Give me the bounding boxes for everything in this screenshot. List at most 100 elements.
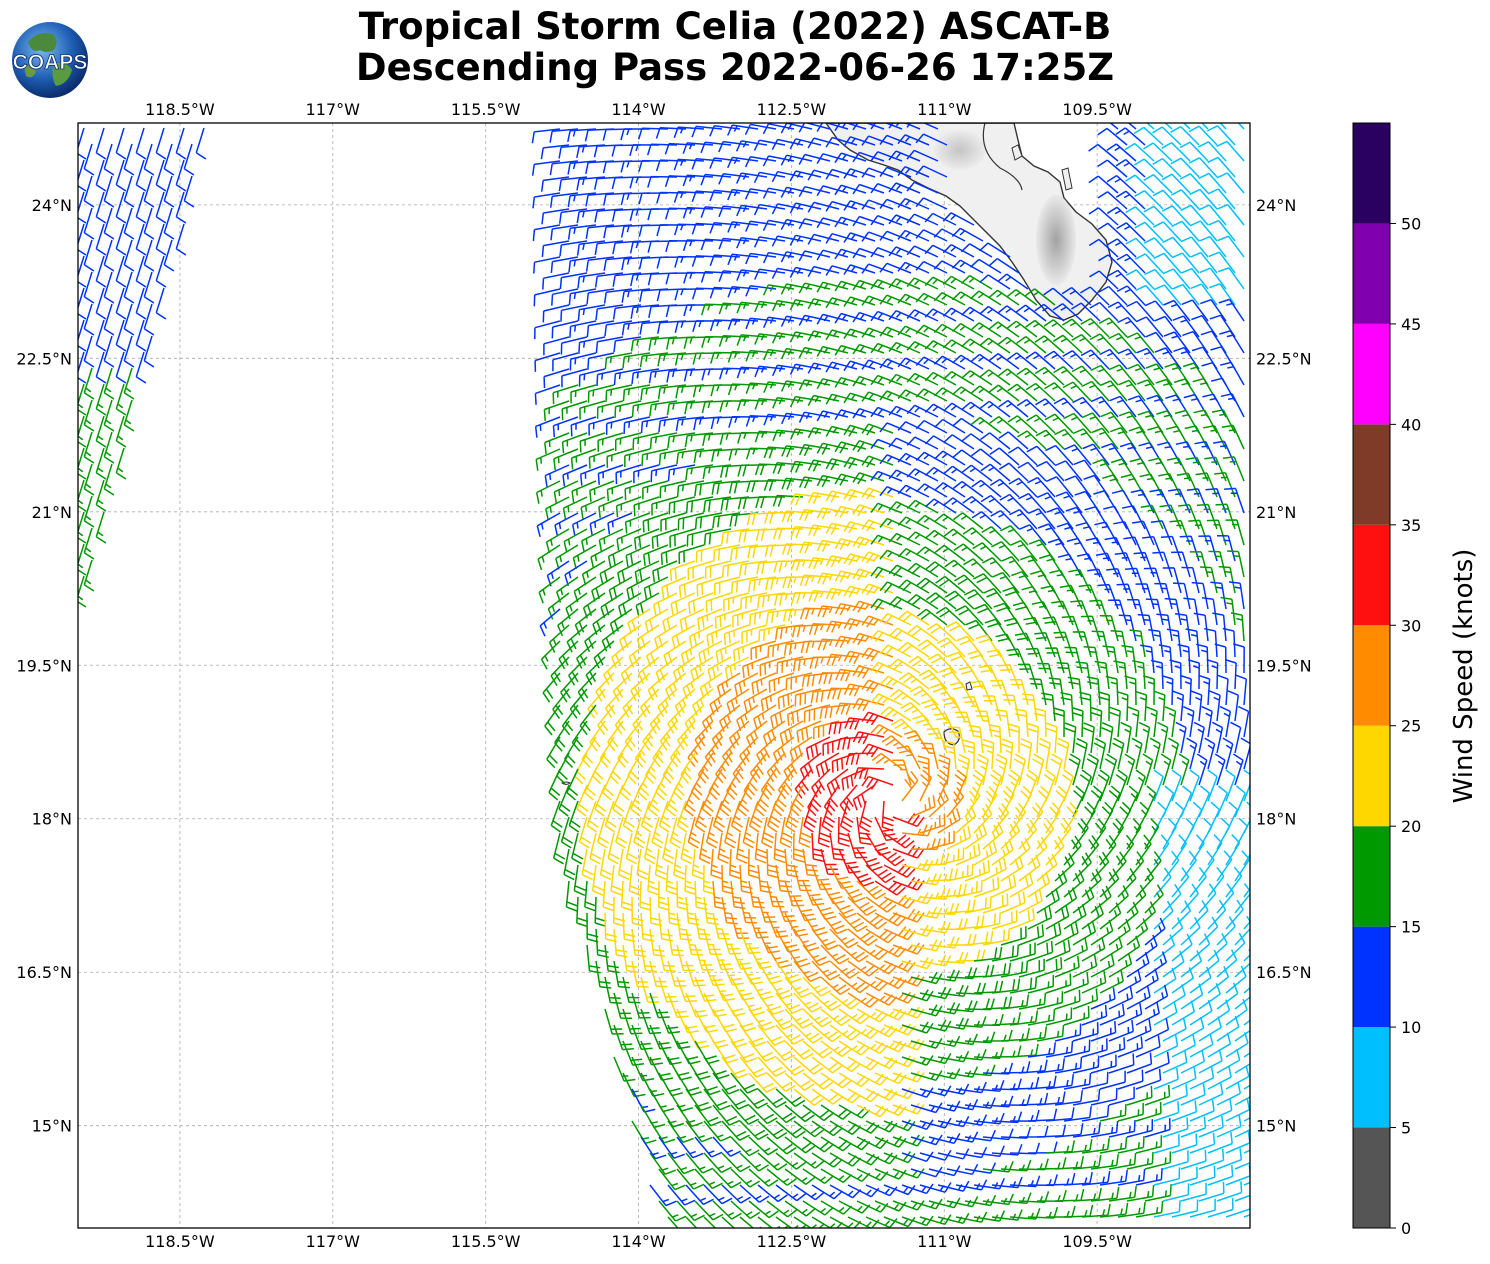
wind-barb	[674, 255, 705, 268]
wind-barb	[808, 623, 840, 636]
wind-barb	[1000, 1027, 1030, 1042]
wind-barb	[163, 207, 175, 240]
wind-barb	[613, 960, 630, 989]
wind-barb	[817, 605, 849, 618]
wind-barb	[123, 399, 135, 432]
wind-barb	[843, 521, 876, 534]
wind-barb	[897, 516, 930, 530]
wind-barb	[1072, 920, 1097, 946]
wind-barb	[1117, 1201, 1146, 1218]
wind-barb	[694, 1104, 722, 1127]
wind-barb	[955, 805, 977, 834]
wind-barb	[585, 224, 615, 240]
wind-barb	[676, 880, 689, 911]
wind-barb	[1035, 398, 1065, 418]
wind-barb	[629, 208, 660, 221]
wind-barb	[1219, 705, 1232, 738]
wind-barb	[757, 864, 773, 894]
wind-barb	[820, 1040, 852, 1058]
wind-barb	[1017, 461, 1047, 482]
wind-barb	[861, 615, 894, 628]
wind-barb	[1101, 722, 1114, 754]
wind-barb	[694, 880, 708, 911]
wind-barb	[764, 511, 795, 524]
wind-barb	[820, 1136, 852, 1152]
wind-barb	[175, 159, 187, 192]
wind-barb	[1054, 1156, 1085, 1170]
wind-barb	[1111, 489, 1137, 514]
wind-barb	[1048, 677, 1065, 706]
wind-barb	[103, 175, 115, 208]
wind-barb	[861, 231, 894, 242]
wind-barb	[834, 409, 867, 420]
wind-barb	[549, 128, 579, 143]
wind-barb	[1202, 393, 1227, 418]
wind-barb	[926, 623, 957, 642]
lat-tick-label-left: 19.5°N	[16, 656, 72, 675]
wind-barb	[629, 176, 660, 189]
wind-barb	[816, 507, 849, 520]
wind-barb	[551, 288, 579, 306]
wind-barb	[754, 333, 786, 345]
wind-barb	[671, 624, 696, 649]
wind-barb	[1027, 906, 1053, 930]
wind-barb	[639, 288, 669, 303]
wind-barb	[924, 435, 957, 450]
wind-barb	[143, 143, 155, 176]
wind-barb	[1232, 753, 1244, 786]
wind-barb	[989, 447, 1020, 466]
wind-barb	[135, 319, 147, 352]
wind-barb	[1216, 883, 1235, 914]
wind-barb	[1018, 524, 1047, 546]
wind-barb	[1127, 123, 1137, 130]
wind-barb	[1027, 476, 1056, 498]
wind-barb	[1001, 738, 1014, 770]
wind-barb	[982, 695, 1002, 722]
wind-barb	[594, 784, 607, 817]
wind-barb	[968, 724, 984, 754]
wind-barb	[901, 1183, 934, 1195]
wind-barb	[682, 239, 714, 252]
wind-barb	[649, 960, 668, 988]
wind-barb	[727, 156, 759, 169]
wind-barb	[578, 816, 592, 849]
wind-barb	[1072, 988, 1099, 1010]
wind-barb	[1222, 456, 1245, 482]
wind-barb	[1225, 833, 1241, 866]
wind-barb	[847, 896, 877, 916]
wind-barb	[745, 220, 777, 232]
wind-barb	[673, 768, 687, 801]
wind-barb	[847, 864, 875, 887]
wind-barb	[580, 496, 606, 519]
wind-barb	[901, 1151, 934, 1163]
wind-barb	[1143, 237, 1173, 258]
wind-barb	[563, 848, 576, 881]
wind-barb	[1099, 868, 1120, 898]
wind-barb	[979, 337, 1011, 354]
wind-barb	[730, 912, 750, 939]
wind-barb	[1017, 663, 1038, 690]
wind-barb	[807, 169, 840, 181]
wind-barb	[1161, 674, 1174, 706]
wind-barb	[617, 736, 633, 768]
wind-barb	[843, 136, 876, 147]
wind-barb	[1000, 820, 1021, 850]
wind-barb	[1207, 899, 1227, 930]
wind-barb	[1171, 834, 1188, 866]
wind-barb	[1135, 1101, 1162, 1122]
wind-barb	[1154, 315, 1182, 338]
wind-barb	[1181, 566, 1200, 594]
wind-barb	[155, 223, 167, 256]
wind-barb	[912, 714, 939, 738]
wind-barb	[825, 136, 858, 148]
wind-barb	[585, 256, 615, 272]
wind-barb	[609, 752, 624, 785]
wind-barb	[83, 431, 95, 464]
wind-barb	[793, 1216, 825, 1228]
wind-barb	[703, 1152, 732, 1174]
wind-barb	[1018, 1026, 1048, 1042]
wind-barb	[1063, 869, 1085, 898]
wind-barb	[821, 800, 836, 833]
wind-barb	[1144, 1084, 1171, 1106]
wind-barb	[807, 362, 840, 374]
